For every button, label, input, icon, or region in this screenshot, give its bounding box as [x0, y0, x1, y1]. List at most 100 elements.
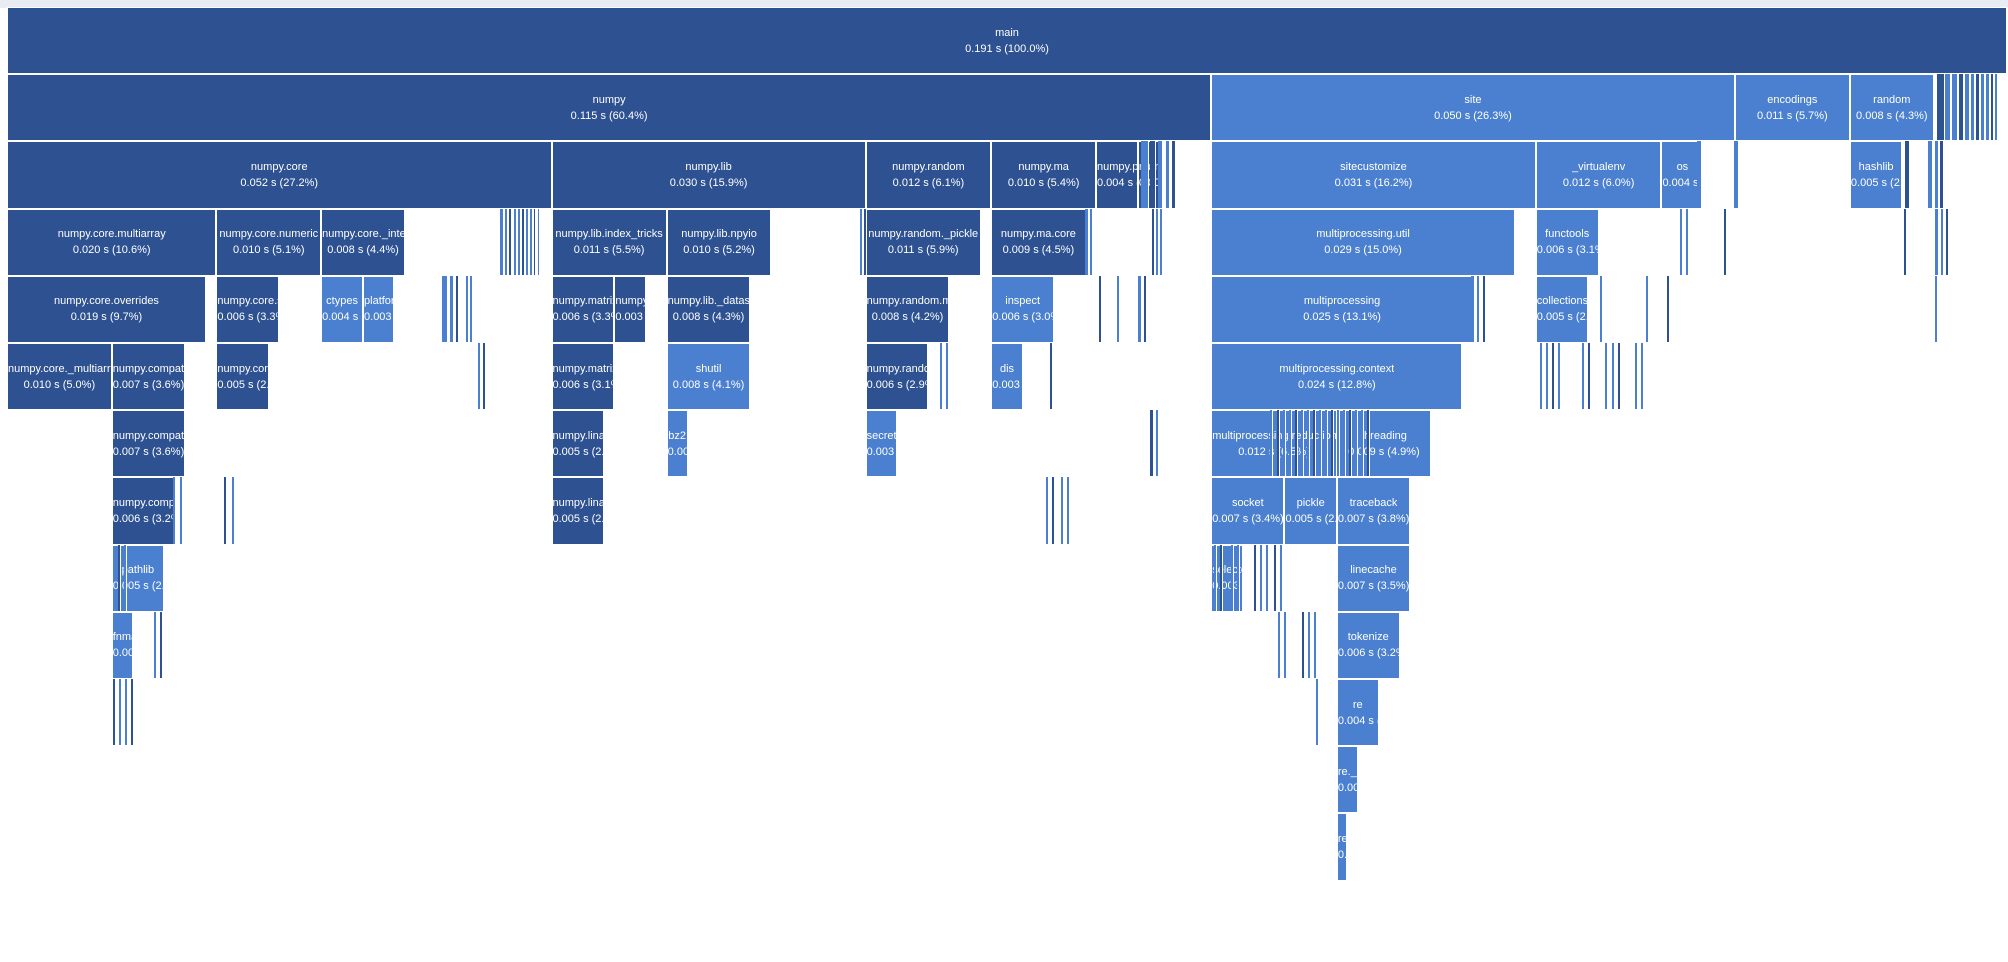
small-frame[interactable] — [483, 343, 486, 410]
small-frame[interactable] — [1266, 544, 1269, 611]
frame-site[interactable]: site 0.050 s (26.3%) — [1211, 74, 1735, 142]
frame-numpy-matrixlib-defmatrix[interactable]: numpy.matrixlib.defmatrix 0.006 s (3.1%) — [551, 343, 615, 411]
small-frame[interactable] — [1995, 74, 1998, 141]
small-frame[interactable] — [1349, 410, 1352, 477]
small-frame[interactable] — [1331, 410, 1334, 477]
small-frame[interactable] — [180, 477, 183, 544]
small-frame[interactable] — [1144, 275, 1147, 342]
frame-numpy-core-fromnumeric[interactable]: numpy.core.fromnumeric 0.005 s (2.6%) — [216, 343, 269, 411]
frame-re-compiler[interactable]: re._compiler 0.002 s (1.1%) — [1336, 746, 1358, 814]
frame-numpy-core-numeric[interactable]: numpy.core.numeric 0.010 s (5.1%) — [216, 208, 322, 276]
small-frame[interactable] — [1605, 343, 1608, 410]
small-frame[interactable] — [466, 275, 469, 342]
frame-dis[interactable]: dis 0.003 s (1.5%) — [991, 343, 1023, 411]
small-frame[interactable] — [478, 343, 481, 410]
frame-numpy-core-internal[interactable]: numpy.core._internal 0.008 s (4.4%) — [321, 208, 405, 276]
frame-numpy-lib[interactable]: numpy.lib 0.030 s (15.9%) — [551, 141, 866, 209]
small-frame[interactable] — [1150, 410, 1154, 477]
small-frame[interactable] — [1284, 611, 1287, 678]
small-frame[interactable] — [1141, 141, 1149, 208]
small-frame[interactable] — [1941, 208, 1944, 275]
small-frame[interactable] — [1067, 477, 1070, 544]
small-frame[interactable] — [1546, 343, 1549, 410]
small-frame[interactable] — [1150, 141, 1156, 208]
small-frame[interactable] — [1935, 275, 1938, 342]
small-frame[interactable] — [1991, 74, 1994, 141]
small-frame[interactable] — [514, 208, 517, 275]
small-frame[interactable] — [1686, 208, 1689, 275]
frame-numpy-core[interactable]: numpy.core 0.052 s (27.2%) — [7, 141, 552, 209]
frame-numpy-random-mtrand[interactable]: numpy.random.mtrand 0.008 s (4.2%) — [865, 275, 950, 343]
small-frame[interactable] — [1254, 544, 1257, 611]
frame-numpy-core-overrides[interactable]: numpy.core.overrides 0.019 s (9.7%) — [7, 275, 206, 343]
small-frame[interactable] — [125, 679, 128, 746]
small-frame[interactable] — [1540, 343, 1543, 410]
frame-hashlib[interactable]: hashlib 0.005 s (2.9%) — [1849, 141, 1903, 209]
frame-sitecustomize[interactable]: sitecustomize 0.031 s (16.2%) — [1211, 141, 1536, 209]
small-frame[interactable] — [1928, 141, 1933, 208]
small-frame[interactable] — [1260, 544, 1263, 611]
small-frame[interactable] — [1667, 275, 1670, 342]
small-frame[interactable] — [1166, 141, 1170, 208]
frame-numpy-polynomial[interactable]: numpy.polynomial 0.004 s (2.1%) — [1096, 141, 1138, 209]
frame-main[interactable]: main 0.191 s (100.0%) — [7, 7, 2007, 75]
small-frame[interactable] — [1635, 343, 1638, 410]
frame-pickle[interactable]: pickle 0.005 s (2.5%) — [1284, 477, 1337, 545]
small-frame[interactable] — [154, 611, 157, 678]
small-frame[interactable] — [1316, 679, 1319, 746]
frame-secrets[interactable]: secrets 0.003 s (1.5%) — [865, 410, 898, 478]
small-frame[interactable] — [530, 208, 533, 275]
frame-virtualenv[interactable]: _virtualenv 0.012 s (6.0%) — [1535, 141, 1662, 209]
small-frame[interactable] — [450, 275, 454, 342]
small-frame[interactable] — [1552, 343, 1555, 410]
small-frame[interactable] — [505, 208, 508, 275]
small-frame[interactable] — [1280, 544, 1283, 611]
small-frame[interactable] — [1325, 410, 1328, 477]
small-frame[interactable] — [1090, 208, 1093, 275]
small-frame[interactable] — [1367, 410, 1370, 477]
small-frame[interactable] — [1295, 410, 1298, 477]
frame-threading[interactable]: threading 0.009 s (4.9%) — [1336, 410, 1432, 478]
small-frame[interactable] — [1302, 611, 1305, 678]
small-frame[interactable] — [1680, 208, 1683, 275]
small-frame[interactable] — [1986, 74, 1990, 141]
frame-numpy-lib-function-base[interactable]: numpy.lib.function_base 0.003 s (1.5%) — [614, 275, 646, 343]
small-frame[interactable] — [1156, 208, 1159, 275]
small-frame[interactable] — [1307, 410, 1310, 477]
small-frame[interactable] — [1172, 141, 1176, 208]
small-frame[interactable] — [1319, 410, 1322, 477]
small-frame[interactable] — [1289, 410, 1292, 477]
small-frame[interactable] — [1946, 208, 1949, 275]
small-frame[interactable] — [1314, 611, 1317, 678]
small-frame[interactable] — [1641, 343, 1644, 410]
small-frame[interactable] — [1343, 410, 1346, 477]
small-frame[interactable] — [470, 275, 473, 342]
small-frame[interactable] — [1471, 275, 1475, 342]
frame-fnmatch[interactable]: fnmatch 0.002 s (1.1%) — [111, 611, 133, 679]
small-frame[interactable] — [456, 275, 459, 342]
small-frame[interactable] — [538, 208, 540, 275]
small-frame[interactable] — [1050, 343, 1053, 410]
small-frame[interactable] — [124, 544, 127, 611]
frame-numpy-core-multiarray[interactable]: numpy.core.multiarray 0.020 s (10.6%) — [7, 208, 217, 276]
frame-numpy-random-pickle[interactable]: numpy.random._pickle 0.011 s (5.9%) — [865, 208, 981, 276]
small-frame[interactable] — [1618, 343, 1621, 410]
frame-numpy-ma[interactable]: numpy.ma 0.010 s (5.4%) — [991, 141, 1096, 209]
small-frame[interactable] — [1231, 544, 1234, 611]
frame-bz2[interactable]: bz2 0.002 s (1.1%) — [666, 410, 688, 478]
frame-numpy-core-shape-base[interactable]: numpy.core.shape_base 0.006 s (3.3%) — [216, 275, 280, 343]
frame-numpy-compat-inspect[interactable]: numpy.compat._inspect 0.007 s (3.6%) — [111, 343, 185, 411]
frame-multiprocessing-util[interactable]: multiprocessing.util 0.029 s (15.0%) — [1211, 208, 1515, 276]
small-frame[interactable] — [232, 477, 235, 544]
small-frame[interactable] — [1582, 343, 1585, 410]
small-frame[interactable] — [1976, 74, 1980, 141]
small-frame[interactable] — [160, 611, 163, 678]
frame-multiprocessing-context[interactable]: multiprocessing.context 0.024 s (12.8%) — [1211, 343, 1463, 411]
small-frame[interactable] — [119, 679, 122, 746]
small-frame[interactable] — [1313, 410, 1316, 477]
frame-encodings[interactable]: encodings 0.011 s (5.7%) — [1734, 74, 1850, 142]
frame-numpy-linalg-linalg[interactable]: numpy.linalg.linalg 0.005 s (2.6%) — [551, 477, 604, 545]
small-frame[interactable] — [1612, 343, 1615, 410]
small-frame[interactable] — [1945, 74, 1951, 141]
small-frame[interactable] — [1361, 410, 1364, 477]
